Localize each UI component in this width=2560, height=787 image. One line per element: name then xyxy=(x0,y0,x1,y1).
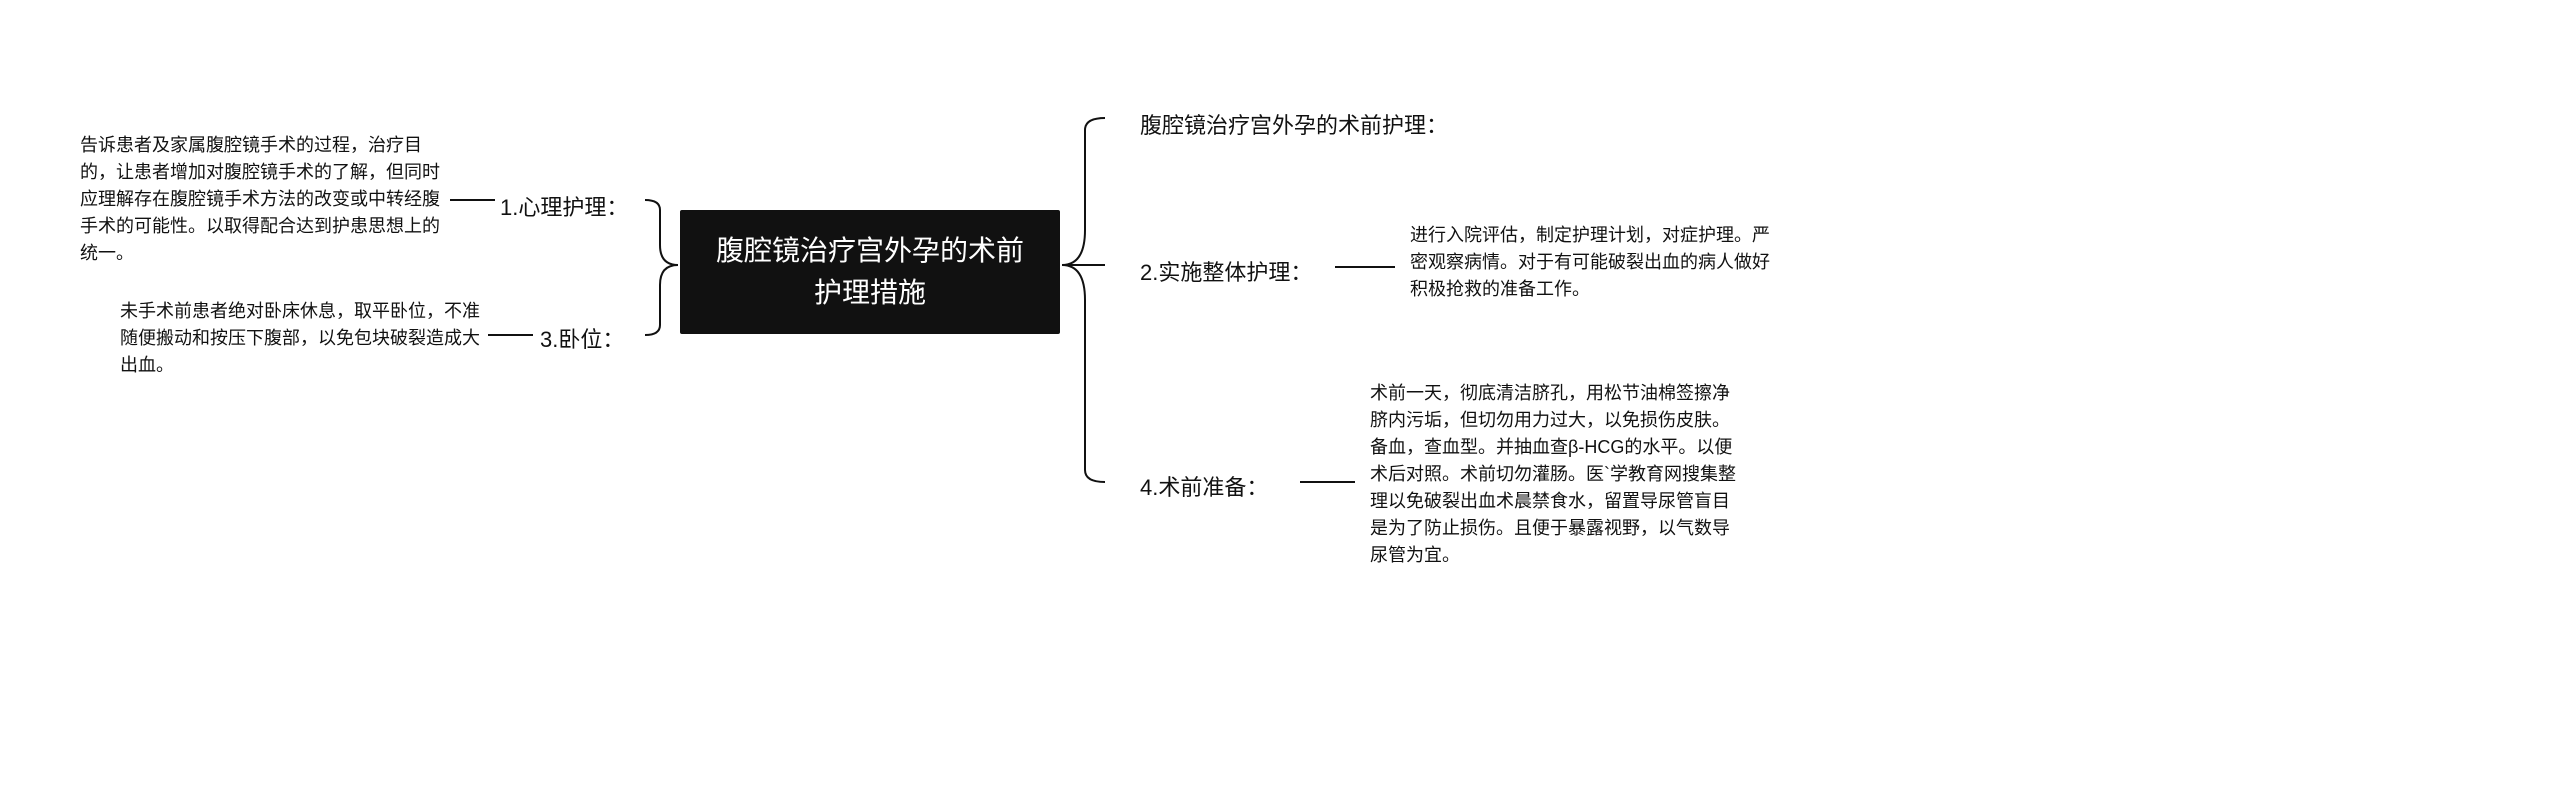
left-branch-1-detail: 告诉患者及家属腹腔镜手术的过程，治疗目的，让患者增加对腹腔镜手术的了解，但同时应… xyxy=(80,132,440,267)
left-branch-3-detail: 未手术前患者绝对卧床休息，取平卧位，不准随便搬动和按压下腹部，以免包块破裂造成大… xyxy=(120,298,480,379)
center-title-line2: 护理措施 xyxy=(814,277,926,308)
center-title-line1: 腹腔镜治疗宫外孕的术前 xyxy=(716,235,1024,266)
right-branch-2-label: 2.实施整体护理： xyxy=(1140,255,1312,287)
left-branch-1-label: 1.心理护理： xyxy=(500,190,628,222)
left-branch-3-label: 3.卧位： xyxy=(540,322,624,354)
right-branch-4-detail: 术前一天，彻底清洁脐孔，用松节油棉签擦净脐内污垢，但切勿用力过大，以免损伤皮肤。… xyxy=(1370,380,1740,569)
center-node: 腹腔镜治疗宫外孕的术前 护理措施 xyxy=(680,210,1060,334)
right-branch-0-label: 腹腔镜治疗宫外孕的术前护理： xyxy=(1140,108,1448,140)
right-branch-2-detail: 进行入院评估，制定护理计划，对症护理。严密观察病情。对于有可能破裂出血的病人做好… xyxy=(1410,222,1770,303)
right-branch-4-label: 4.术前准备： xyxy=(1140,470,1268,502)
